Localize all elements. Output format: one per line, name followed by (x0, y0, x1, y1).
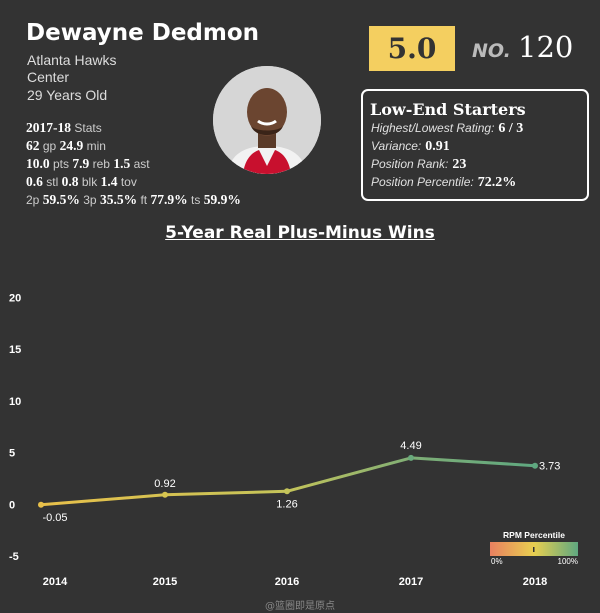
data-label: 4.49 (400, 440, 421, 452)
player-team: Atlanta Hawks (27, 52, 117, 68)
tier-variance-label: Variance: (371, 139, 422, 153)
legend-max-label: 100% (558, 557, 578, 566)
data-point (408, 454, 414, 461)
stats-row-1: 62 gp 24.9 min (26, 137, 241, 155)
tier-panel (361, 89, 589, 201)
data-point (162, 491, 168, 498)
stats-row-2: 10.0 pts 7.9 reb 1.5 ast (26, 155, 241, 173)
player-headshot-icon (213, 66, 321, 174)
rpm-line-chart: -5 0 5 10 15 20 2014 2015 2016 2017 2018 -0.05 0.9… (9, 293, 578, 588)
legend-title: RPM Percentile (503, 530, 565, 540)
stat-tov-label: tov (120, 175, 137, 189)
stat-blk-label: blk (81, 175, 98, 189)
x-tick-label: 2015 (153, 576, 177, 588)
stat-blk: 0.8 (61, 174, 79, 189)
tier-variance-value: 0.91 (425, 139, 450, 154)
stat-ts-label: ts (191, 193, 201, 207)
data-labels: -0.05 0.92 1.26 4.49 3.73 (42, 440, 560, 524)
rank-label: NO. (472, 40, 511, 62)
tier-highest-lowest-label: Highest/Lowest Rating: (371, 121, 495, 135)
chart-title: 5-Year Real Plus-Minus Wins (165, 223, 435, 243)
player-name: Dewayne Dedmon (26, 20, 260, 46)
x-tick-label: 2014 (43, 576, 68, 588)
y-tick-label: 0 (9, 499, 15, 511)
player-age: 29 Years Old (27, 87, 108, 103)
stat-2p-label: 2p (26, 193, 40, 207)
stats-header: 2017-18 Stats (26, 119, 241, 137)
tier-title: Low-End Starters (370, 100, 526, 119)
data-label: -0.05 (42, 512, 67, 524)
x-tick-label: 2018 (523, 576, 547, 588)
stat-reb: 7.9 (72, 156, 90, 171)
x-axis-ticks: 2014 2015 2016 2017 2018 (43, 576, 547, 588)
data-label: 1.26 (276, 498, 297, 510)
tier-position-rank-label: Position Rank: (371, 157, 449, 171)
stats-row-4: 2p 59.5% 3p 35.5% ft 77.9% ts 59.9% (26, 191, 241, 209)
tier-position-rank-value: 23 (452, 157, 467, 172)
stats-row-3: 0.6 stl 0.8 blk 1.4 tov (26, 173, 241, 191)
y-tick-label: 20 (9, 293, 21, 305)
stat-2p: 59.5% (42, 192, 80, 207)
tier-position-percentile-label: Position Percentile: (371, 175, 474, 189)
season-stats: 2017-18 Stats 62 gp 24.9 min 10.0 pts 7.… (26, 119, 241, 209)
data-points (38, 454, 538, 508)
stat-gp-label: gp (42, 139, 57, 153)
data-point (284, 488, 290, 495)
tier-row-position-percentile: Position Percentile: 72.2% (371, 175, 516, 191)
tier-highest-lowest-value: 6 / 3 (498, 121, 524, 136)
y-tick-label: 10 (9, 396, 21, 408)
y-tick-label: 5 (9, 448, 15, 460)
y-tick-label: 15 (9, 344, 21, 356)
stat-min: 24.9 (59, 138, 84, 153)
data-label: 0.92 (154, 478, 175, 490)
legend: RPM Percentile 0% 100% (490, 530, 578, 566)
tier-row-highest-lowest: Highest/Lowest Rating: 6 / 3 (371, 121, 523, 137)
data-label: 3.73 (539, 461, 560, 473)
legend-midpoint-marker (533, 547, 535, 552)
stat-tov: 1.4 (100, 174, 118, 189)
x-tick-label: 2016 (275, 576, 299, 588)
stat-ast: 1.5 (113, 156, 131, 171)
stat-stl: 0.6 (26, 174, 43, 189)
stat-ts: 59.9% (203, 192, 241, 207)
stat-ft-label: ft (140, 193, 148, 207)
stat-3p-label: 3p (83, 193, 97, 207)
rank-value: 120 (518, 30, 574, 64)
x-tick-label: 2017 (399, 576, 423, 588)
tier-position-percentile-value: 72.2% (477, 175, 517, 190)
stats-season-label: Stats (74, 121, 102, 135)
stat-gp: 62 (26, 138, 40, 153)
stat-reb-label: reb (92, 157, 110, 171)
data-point (38, 501, 44, 508)
stat-ft: 77.9% (150, 192, 188, 207)
stat-stl-label: stl (46, 175, 59, 189)
tier-row-position-rank: Position Rank: 23 (371, 157, 466, 173)
stat-pts-label: pts (53, 157, 70, 171)
player-photo (213, 66, 321, 174)
legend-min-label: 0% (491, 557, 503, 566)
tier-row-variance: Variance: 0.91 (371, 139, 450, 155)
rating-badge: 5.0 (369, 26, 455, 71)
data-point (532, 462, 538, 469)
stat-3p: 35.5% (99, 192, 138, 207)
watermark: @篮圈即是原点 (265, 601, 335, 612)
stats-season: 2017-18 (26, 120, 71, 135)
stat-min-label: min (86, 139, 106, 153)
y-axis-ticks: -5 0 5 10 15 20 (9, 293, 21, 564)
stat-pts: 10.0 (26, 156, 50, 171)
y-tick-label: -5 (9, 551, 19, 563)
stat-ast-label: ast (133, 157, 150, 171)
player-position: Center (27, 69, 70, 85)
